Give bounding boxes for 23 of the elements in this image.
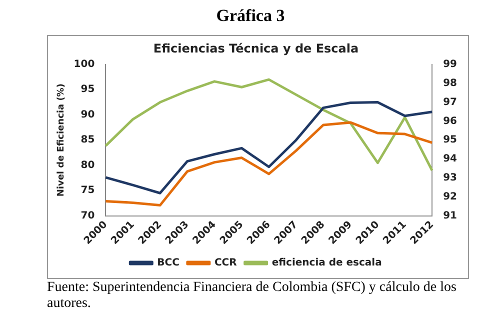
y-tick-label: 100 [74, 58, 95, 70]
y2-tick-label: 91 [443, 210, 458, 222]
y2-tick-label: 99 [443, 58, 458, 70]
y2-tick-label: 95 [443, 134, 458, 146]
y-tick-label: 80 [80, 160, 95, 171]
legend-label: CCR [214, 258, 238, 269]
chart-title: Gráfica 3 [215, 6, 286, 26]
y2-tick-label: 98 [443, 78, 458, 89]
y-tick-label: 95 [80, 84, 95, 96]
legend-label: eficiencia de escala [272, 258, 382, 269]
y-tick-label: 90 [80, 109, 95, 120]
source-note: Fuente: Superintendencia Financiera de Colombia (SFC) y cálculo de los autores. [47, 280, 458, 312]
legend-label: BCC [157, 258, 180, 269]
chart-subtitle: Eficiencias Técnica y de Escala [153, 41, 359, 56]
y-axis-title: Nivel de Eficiencia (%) [56, 84, 67, 197]
y-tick-label: 75 [80, 185, 95, 196]
y2-tick-label: 97 [443, 96, 458, 108]
y2-tick-label: 96 [443, 116, 458, 127]
y-tick-label: 70 [80, 210, 95, 222]
y-tick-label: 85 [80, 134, 95, 146]
y2-tick-label: 92 [443, 192, 458, 202]
y2-tick-label: 94 [443, 154, 458, 165]
y2-tick-label: 93 [443, 172, 458, 184]
